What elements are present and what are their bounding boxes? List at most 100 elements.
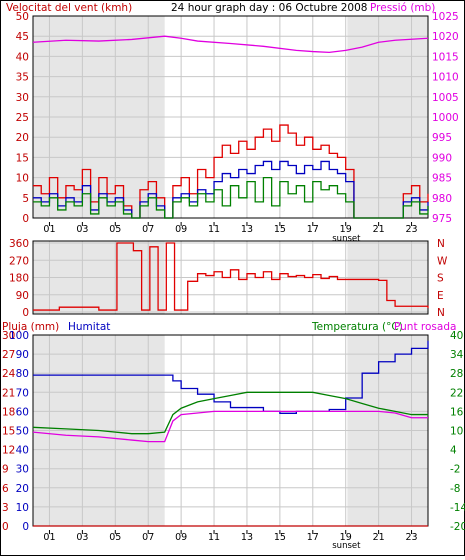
rain-axis-tick: 3 <box>2 502 9 514</box>
rain-axis-tick: 21 <box>2 387 15 399</box>
compass-label: E <box>437 290 444 302</box>
rain-axis-title: Pluja (mm) <box>2 321 59 333</box>
humidity-axis-tick: 40 <box>16 445 29 457</box>
humidity-axis-tick: 100 <box>9 330 29 342</box>
time-tick-label: 17 <box>307 532 319 543</box>
temperature-axis-tick: 10 <box>450 426 463 438</box>
time-tick-label: 23 <box>405 532 417 543</box>
wind-axis-tick: 50 <box>16 11 29 23</box>
wind-axis-tick: 40 <box>16 51 29 63</box>
compass-label: W <box>437 255 448 267</box>
wind-axis-tick: 35 <box>16 72 29 84</box>
wind-axis-tick: 30 <box>16 92 29 104</box>
temperature-axis-tick: 22 <box>450 387 463 399</box>
pressure-axis-title: Pressió (mb) <box>370 2 435 14</box>
humidity-axis-tick: 10 <box>16 502 29 514</box>
series-wind_green <box>33 176 429 219</box>
rain-axis-tick: 27 <box>2 349 15 361</box>
temperature-axis-tick: -8 <box>450 483 460 495</box>
dewpoint-axis-title: Punt rosada <box>394 321 456 333</box>
pressure-axis-tick: 975 <box>432 213 452 225</box>
time-tick-label: 03 <box>76 532 88 543</box>
time-tick-label: 15 <box>274 224 286 235</box>
sunset-label: sunset <box>332 541 361 551</box>
rain-axis-tick: 15 <box>2 426 15 438</box>
compass-label: N <box>437 238 445 250</box>
time-tick-label: 23 <box>405 224 417 235</box>
direction-axis-tick: 90 <box>16 290 29 302</box>
direction-axis-tick: 0 <box>22 307 29 319</box>
temperature-axis-tick: -14 <box>450 502 465 514</box>
pressure-axis-tick: 1010 <box>432 72 459 84</box>
direction-axis-tick: 180 <box>9 273 29 285</box>
time-tick-label: 03 <box>76 224 88 235</box>
rain-axis-tick: 9 <box>2 464 9 476</box>
sunset-label: sunset <box>332 234 361 244</box>
temperature-axis-tick: 16 <box>450 406 464 418</box>
humidity-axis-tick: 60 <box>16 406 29 418</box>
series-direction <box>33 242 429 311</box>
humidity-axis-tick: 20 <box>16 483 29 495</box>
time-tick-label: 13 <box>241 224 253 235</box>
pressure-axis-tick: 1025 <box>432 11 459 23</box>
pressure-axis-tick: 990 <box>432 152 452 164</box>
temperature-axis-tick: -20 <box>450 521 465 533</box>
time-tick-label: 17 <box>307 224 319 235</box>
compass-label: N <box>437 307 445 319</box>
direction-axis-tick: 360 <box>9 238 29 250</box>
time-tick-label: 09 <box>175 224 187 235</box>
series-dewpoint <box>32 410 428 443</box>
rain-axis-tick: 0 <box>2 521 9 533</box>
temperature-axis-tick: 40 <box>450 330 463 342</box>
graph-title: 24 hour graph day : 06 Octubre 2008 <box>171 2 367 14</box>
temperature-axis-tick: -2 <box>450 464 460 476</box>
wind-axis-tick: 0 <box>22 213 29 225</box>
humidity-axis-tick: 70 <box>16 387 29 399</box>
time-tick-label: 11 <box>208 224 220 235</box>
pressure-axis-tick: 1000 <box>432 112 459 124</box>
rain-axis-tick: 24 <box>2 368 16 380</box>
time-tick-label: 15 <box>274 532 286 543</box>
pressure-axis-tick: 980 <box>432 193 452 205</box>
compass-label: S <box>437 273 444 285</box>
pressure-axis-tick: 1005 <box>432 92 459 104</box>
temperature-axis-tick: 34 <box>450 349 464 361</box>
time-tick-label: 09 <box>175 532 187 543</box>
time-tick-label: 21 <box>373 532 385 543</box>
time-tick-label: 13 <box>241 532 253 543</box>
wind-pressure-panel: 0510152025303540455097598098599099510001… <box>16 11 459 244</box>
humidity-axis-tick: 0 <box>22 521 29 533</box>
wind-axis-tick: 5 <box>22 193 29 205</box>
time-tick-label: 19 <box>340 224 352 235</box>
direction-axis-tick: 270 <box>9 255 29 267</box>
pressure-axis-tick: 985 <box>432 173 452 185</box>
humidity-axis-tick: 90 <box>16 349 29 361</box>
wind-axis-tick: 20 <box>16 132 29 144</box>
temperature-axis-tick: 4 <box>450 445 457 457</box>
wind-axis-tick: 15 <box>16 152 29 164</box>
time-tick-label: 19 <box>340 532 352 543</box>
wind-axis-title: Velocitat del vent (kmh) <box>6 2 132 14</box>
humidity-axis-title: Humitat <box>68 321 110 333</box>
wind-axis-tick: 25 <box>16 112 29 124</box>
time-tick-label: 11 <box>208 532 220 543</box>
series-temperature <box>32 391 428 435</box>
rain-axis-tick: 18 <box>2 406 15 418</box>
plot-border <box>32 240 429 315</box>
time-tick-label: 07 <box>142 532 154 543</box>
series-pressure <box>32 35 429 54</box>
pressure-axis-tick: 1015 <box>432 51 459 63</box>
time-tick-label: 05 <box>109 224 121 235</box>
rain-axis-tick: 12 <box>2 445 15 457</box>
pressure-axis-tick: 1020 <box>432 31 459 43</box>
rain-axis-tick: 6 <box>2 483 9 495</box>
wind-axis-tick: 45 <box>16 31 29 43</box>
temperature-axis-title: Temperatura (°C) <box>311 321 403 333</box>
wind-axis-tick: 10 <box>16 173 29 185</box>
time-tick-label: 01 <box>43 224 55 235</box>
humidity-axis-tick: 80 <box>16 368 29 380</box>
temperature-axis-tick: 28 <box>450 368 463 380</box>
